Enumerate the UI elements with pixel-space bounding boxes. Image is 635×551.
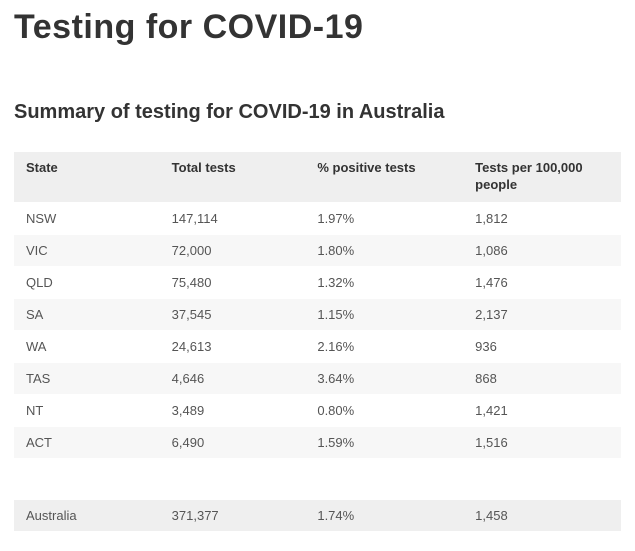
table-row: WA 24,613 2.16% 936: [14, 330, 621, 362]
table-row: SA 37,545 1.15% 2,137: [14, 298, 621, 330]
cell-total: 147,114: [160, 202, 306, 234]
footer-total: 371,377: [160, 499, 306, 531]
cell-per100k: 2,137: [463, 298, 621, 330]
table-footer: Australia 371,377 1.74% 1,458: [14, 499, 621, 531]
cell-total: 6,490: [160, 426, 306, 458]
cell-total: 3,489: [160, 394, 306, 426]
cell-pct: 3.64%: [305, 362, 463, 394]
cell-state: NT: [14, 394, 160, 426]
cell-state: WA: [14, 330, 160, 362]
col-state: State: [14, 152, 160, 202]
cell-per100k: 1,421: [463, 394, 621, 426]
cell-per100k: 1,516: [463, 426, 621, 458]
cell-state: QLD: [14, 266, 160, 298]
page: Testing for COVID-19 Summary of testing …: [0, 0, 635, 551]
cell-state: ACT: [14, 426, 160, 458]
cell-per100k: 868: [463, 362, 621, 394]
footer-state: Australia: [14, 499, 160, 531]
cell-state: TAS: [14, 362, 160, 394]
col-per100k: Tests per 100,000 people: [463, 152, 621, 202]
col-total: Total tests: [160, 152, 306, 202]
table-row: NSW 147,114 1.97% 1,812: [14, 202, 621, 234]
cell-pct: 1.59%: [305, 426, 463, 458]
cell-state: NSW: [14, 202, 160, 234]
cell-per100k: 1,086: [463, 234, 621, 266]
cell-total: 37,545: [160, 298, 306, 330]
cell-total: 72,000: [160, 234, 306, 266]
page-subtitle: Summary of testing for COVID-19 in Austr…: [14, 101, 621, 124]
cell-total: 4,646: [160, 362, 306, 394]
cell-per100k: 936: [463, 330, 621, 362]
table-row: VIC 72,000 1.80% 1,086: [14, 234, 621, 266]
cell-state: SA: [14, 298, 160, 330]
cell-total: 24,613: [160, 330, 306, 362]
table-row: ACT 6,490 1.59% 1,516: [14, 426, 621, 458]
footer-per100k: 1,458: [463, 499, 621, 531]
table-row: NT 3,489 0.80% 1,421: [14, 394, 621, 426]
table-row: QLD 75,480 1.32% 1,476: [14, 266, 621, 298]
cell-per100k: 1,476: [463, 266, 621, 298]
table-gap-row: [14, 458, 621, 499]
col-pct: % positive tests: [305, 152, 463, 202]
cell-pct: 1.80%: [305, 234, 463, 266]
footer-pct: 1.74%: [305, 499, 463, 531]
cell-pct: 2.16%: [305, 330, 463, 362]
cell-pct: 1.97%: [305, 202, 463, 234]
table-header: State Total tests % positive tests Tests…: [14, 152, 621, 202]
table-body: NSW 147,114 1.97% 1,812 VIC 72,000 1.80%…: [14, 202, 621, 499]
page-title: Testing for COVID-19: [14, 8, 621, 47]
table-footer-row: Australia 371,377 1.74% 1,458: [14, 499, 621, 531]
table-row: TAS 4,646 3.64% 868: [14, 362, 621, 394]
cell-per100k: 1,812: [463, 202, 621, 234]
cell-total: 75,480: [160, 266, 306, 298]
cell-state: VIC: [14, 234, 160, 266]
cell-pct: 0.80%: [305, 394, 463, 426]
cell-pct: 1.32%: [305, 266, 463, 298]
cell-pct: 1.15%: [305, 298, 463, 330]
testing-table: State Total tests % positive tests Tests…: [14, 152, 621, 531]
